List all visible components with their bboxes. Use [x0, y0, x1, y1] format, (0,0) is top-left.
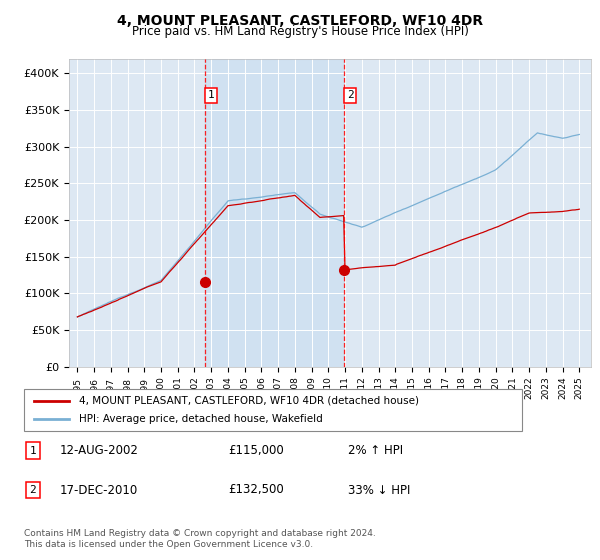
Text: 4, MOUNT PLEASANT, CASTLEFORD, WF10 4DR: 4, MOUNT PLEASANT, CASTLEFORD, WF10 4DR	[117, 14, 483, 28]
Text: 17-DEC-2010: 17-DEC-2010	[60, 483, 138, 497]
Text: Contains HM Land Registry data © Crown copyright and database right 2024.
This d: Contains HM Land Registry data © Crown c…	[24, 529, 376, 549]
Text: £132,500: £132,500	[228, 483, 284, 497]
Text: Price paid vs. HM Land Registry's House Price Index (HPI): Price paid vs. HM Land Registry's House …	[131, 25, 469, 38]
Text: £115,000: £115,000	[228, 444, 284, 458]
Bar	[205, 59, 344, 367]
Text: 2% ↑ HPI: 2% ↑ HPI	[348, 444, 403, 458]
FancyBboxPatch shape	[24, 389, 522, 431]
Text: HPI: Average price, detached house, Wakefield: HPI: Average price, detached house, Wake…	[79, 414, 323, 424]
Text: 12-AUG-2002: 12-AUG-2002	[60, 444, 139, 458]
Text: 33% ↓ HPI: 33% ↓ HPI	[348, 483, 410, 497]
Text: 2: 2	[29, 485, 37, 495]
Text: 1: 1	[208, 91, 214, 100]
Text: 2: 2	[347, 91, 353, 100]
Text: 1: 1	[29, 446, 37, 456]
Text: 4, MOUNT PLEASANT, CASTLEFORD, WF10 4DR (detached house): 4, MOUNT PLEASANT, CASTLEFORD, WF10 4DR …	[79, 396, 419, 406]
